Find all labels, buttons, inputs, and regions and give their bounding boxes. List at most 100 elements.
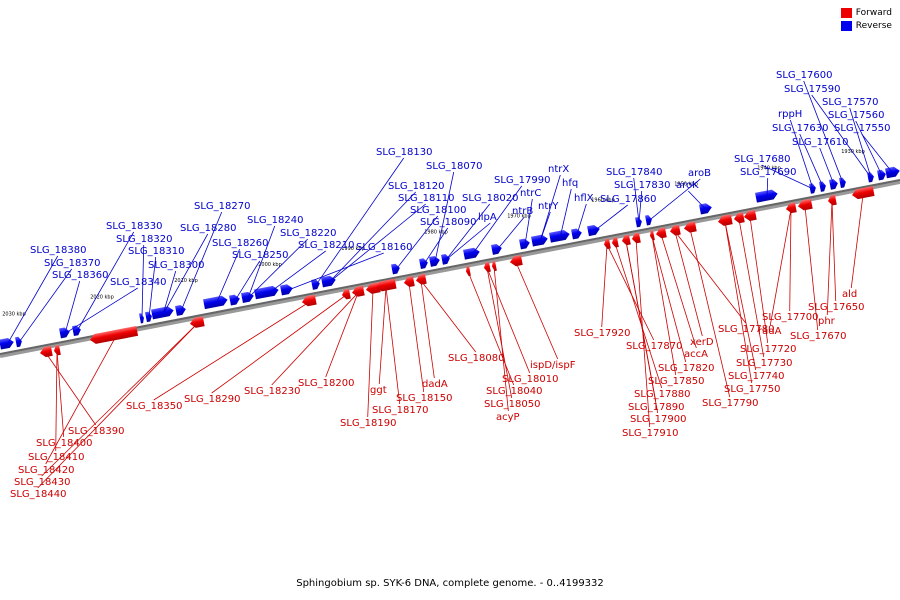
- reverse-gene: [175, 305, 186, 316]
- reverse-gene: [885, 166, 900, 179]
- leader-line: [593, 204, 628, 232]
- leader-line: [850, 195, 864, 289]
- forward-gene: [670, 224, 681, 236]
- forward-gene-label: SLG_18390: [68, 426, 124, 437]
- leader-line: [56, 350, 65, 438]
- reverse-gene-label: ntrY: [538, 201, 559, 212]
- forward-gene-label: dadA: [422, 379, 448, 390]
- forward-gene: [611, 237, 619, 248]
- reverse-gene-label: SLG_18270: [194, 201, 250, 212]
- forward-gene: [190, 316, 205, 328]
- forward-gene-label: SLG_18010: [502, 374, 558, 385]
- forward-gene-label: SLG_17900: [630, 414, 686, 425]
- leader-line: [180, 211, 223, 312]
- leader-line: [811, 94, 872, 178]
- reverse-gene-label: SLG_17830: [614, 180, 670, 191]
- reverse-gene-label: hflX: [574, 193, 594, 204]
- reverse-gene-label: ntrC: [520, 188, 541, 199]
- reverse-gene-label: SLG_18380: [30, 245, 86, 256]
- leader-line: [420, 280, 477, 353]
- forward-gene-label: ggt: [370, 385, 387, 396]
- leader-line: [635, 239, 651, 428]
- leader-line: [638, 190, 643, 223]
- leader-line: [420, 280, 435, 379]
- reverse-gene-label: SLG_18070: [426, 161, 482, 172]
- leader-line: [633, 177, 640, 223]
- leader-line: [395, 215, 439, 270]
- reverse-swatch: [840, 21, 852, 31]
- forward-gene-label: SLG_18040: [486, 386, 542, 397]
- forward-gene-label: SLG_18400: [36, 438, 92, 449]
- forward-gene-label: SLG_17740: [728, 371, 784, 382]
- reverse-gene-label: SLG_18320: [116, 234, 172, 245]
- forward-swatch: [840, 8, 852, 18]
- forward-gene: [744, 209, 757, 221]
- reverse-gene: [203, 295, 228, 310]
- leader-line: [486, 267, 531, 374]
- reverse-gene: [15, 336, 22, 348]
- leader-line: [64, 280, 81, 334]
- leader-line: [724, 221, 753, 384]
- reverse-gene-label: SLG_18130: [376, 147, 432, 158]
- forward-gene-label: SLG_18430: [14, 477, 70, 488]
- reverse-gene: [635, 216, 642, 228]
- forward-gene-label: SLG_17730: [736, 358, 792, 369]
- leader-line: [423, 227, 449, 265]
- leader-line: [614, 242, 663, 389]
- forward-gene-label: SLG_17920: [574, 328, 630, 339]
- leader-line: [325, 292, 359, 378]
- forward-gene-label: SLG_18230: [244, 386, 300, 397]
- reverse-gene: [280, 284, 293, 296]
- leader-line: [445, 222, 491, 261]
- leader-line: [64, 287, 138, 334]
- forward-gene: [39, 345, 53, 358]
- reverse-gene-label: aroB: [688, 168, 711, 179]
- leader-line: [328, 203, 426, 283]
- tick-label: 2000 kbp: [258, 262, 282, 268]
- reverse-gene-label: SLG_17610: [792, 137, 848, 148]
- forward-gene-label: SLG_17790: [702, 398, 758, 409]
- leader-line: [674, 231, 703, 337]
- forward-gene-label: SLG_17820: [658, 363, 714, 374]
- reverse-gene: [587, 224, 600, 237]
- leader-line: [766, 177, 769, 198]
- reverse-gene-label: SLG_18280: [180, 223, 236, 234]
- reverse-gene-label: SLG_18370: [44, 258, 100, 269]
- reverse-gene-label: SLG_18340: [110, 277, 166, 288]
- leader-line: [76, 231, 135, 332]
- reverse-gene-label: SLG_17690: [740, 167, 796, 178]
- leader-line: [493, 266, 509, 412]
- leader-line: [576, 203, 587, 235]
- tick-label: 1970 kbp: [507, 214, 531, 220]
- forward-gene-label: SLG_17890: [628, 402, 684, 413]
- tick-label: 1980 kbp: [424, 230, 448, 236]
- forward-gene-label: SLG_17670: [790, 331, 846, 342]
- reverse-gene-label: hfq: [562, 178, 578, 189]
- reverse-gene-label: SLG_18240: [247, 215, 303, 226]
- leader-line: [378, 287, 387, 385]
- reverse-gene: [241, 291, 254, 303]
- forward-gene-label: SLG_18350: [126, 401, 182, 412]
- forward-gene: [54, 344, 61, 356]
- leader-line: [861, 133, 894, 174]
- forward-gene: [733, 212, 745, 224]
- tick-label: 2020 kbp: [90, 294, 114, 300]
- leader-line: [651, 235, 677, 376]
- reverse-gene-label: SLG_18360: [52, 270, 108, 281]
- leader-line: [434, 171, 455, 262]
- leader-line: [286, 252, 384, 291]
- reverse-gene: [463, 247, 480, 260]
- reverse-gene-label: SLG_17550: [834, 123, 890, 134]
- reverse-gene-label: SLG_18260: [212, 238, 268, 249]
- reverse-gene: [429, 255, 440, 267]
- forward-gene: [466, 265, 471, 277]
- reverse-gene-label: ntrX: [548, 164, 569, 175]
- leader-line: [539, 174, 561, 242]
- leader-line: [496, 216, 525, 251]
- reverse-gene: [139, 313, 144, 324]
- leader-line: [648, 178, 701, 221]
- forward-gene-label: SLG_17880: [634, 389, 690, 400]
- leader-line: [819, 147, 835, 185]
- reverse-gene: [391, 263, 400, 275]
